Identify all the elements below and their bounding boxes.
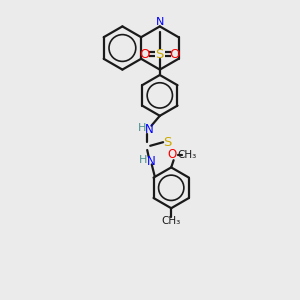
Text: H: H [138,123,146,133]
Text: O: O [168,148,177,161]
Text: N: N [156,17,164,27]
Text: S: S [164,136,172,149]
Text: O: O [140,47,150,61]
Text: S: S [156,47,164,61]
Text: CH₃: CH₃ [178,150,197,160]
Text: O: O [169,47,180,61]
Text: N: N [147,155,155,168]
Text: H: H [139,155,148,165]
Text: N: N [145,123,154,136]
Text: CH₃: CH₃ [162,216,181,226]
